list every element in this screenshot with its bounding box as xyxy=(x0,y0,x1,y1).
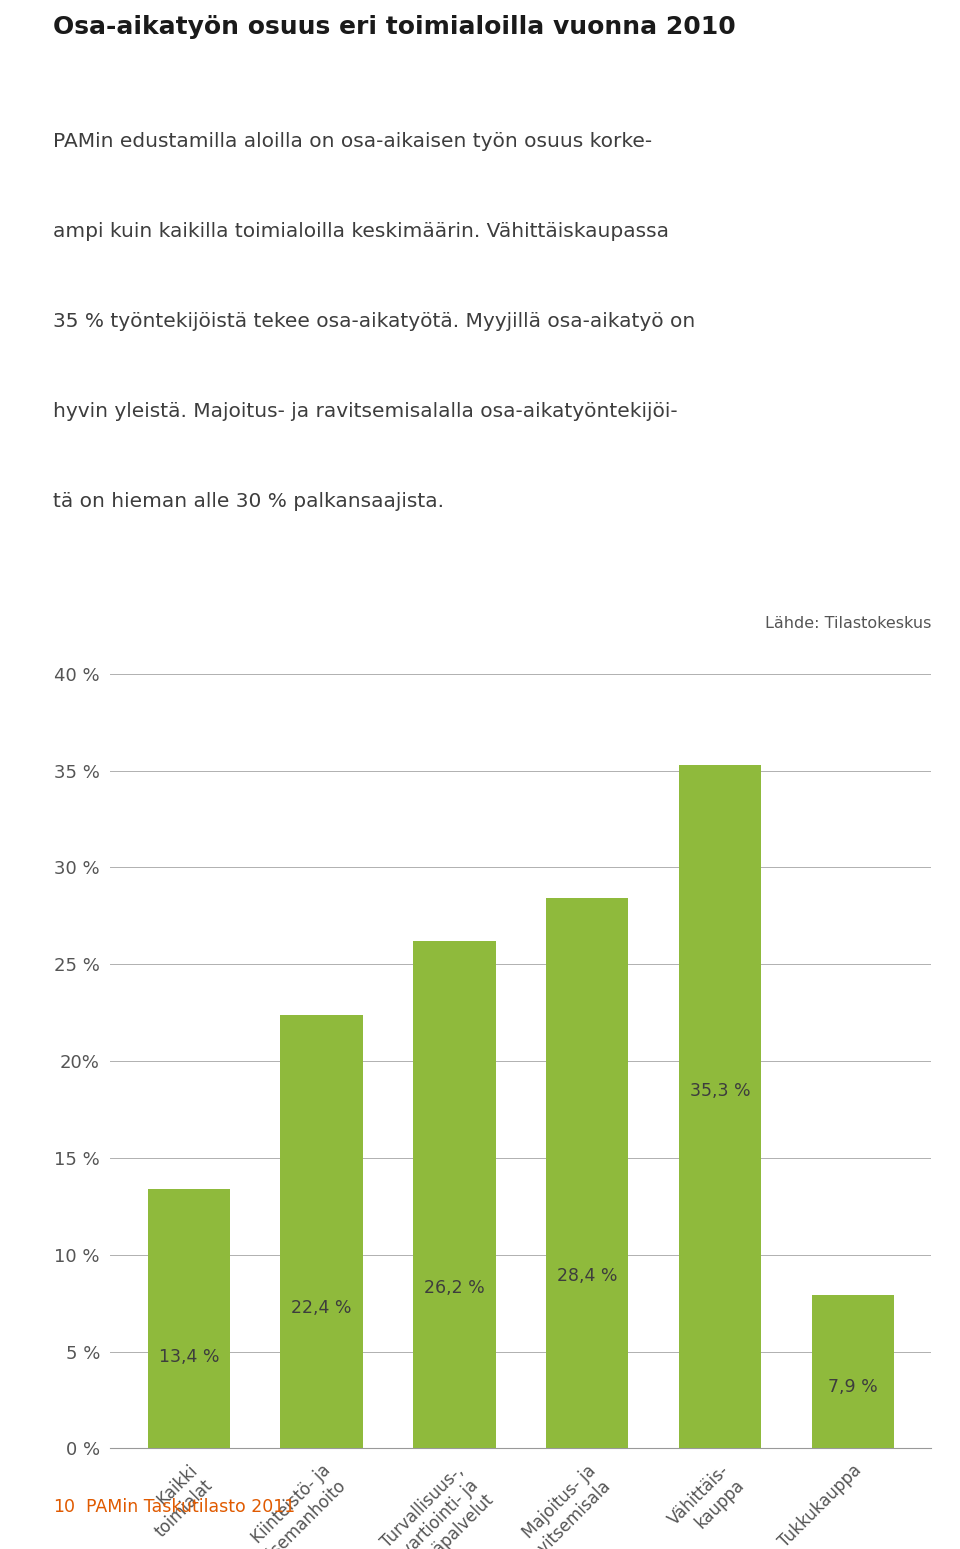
Text: 7,9 %: 7,9 % xyxy=(828,1377,877,1396)
Text: Lähde: Tilastokeskus: Lähde: Tilastokeskus xyxy=(765,617,931,630)
Text: PAMin Taskutilasto 2011: PAMin Taskutilasto 2011 xyxy=(85,1498,295,1516)
Text: 13,4 %: 13,4 % xyxy=(158,1348,219,1366)
Bar xyxy=(148,1190,230,1448)
Bar xyxy=(413,940,495,1448)
Bar xyxy=(811,1295,894,1448)
Text: 26,2 %: 26,2 % xyxy=(424,1278,485,1297)
Bar xyxy=(280,1015,363,1448)
Text: 35,3 %: 35,3 % xyxy=(689,1081,751,1100)
Text: PAMin edustamilla aloilla on osa-aikaisen työn osuus korke-: PAMin edustamilla aloilla on osa-aikaise… xyxy=(53,132,652,150)
Text: 10: 10 xyxy=(53,1498,75,1516)
Text: Osa-aikatyön osuus eri toimialoilla vuonna 2010: Osa-aikatyön osuus eri toimialoilla vuon… xyxy=(53,15,735,39)
Text: 35 % työntekijöistä tekee osa-aikatyötä. Myyjillä osa-aikatyö on: 35 % työntekijöistä tekee osa-aikatyötä.… xyxy=(53,311,695,331)
Text: 28,4 %: 28,4 % xyxy=(557,1267,617,1284)
Text: hyvin yleistä. Majoitus- ja ravitsemisalalla osa-aikatyöntekijöi-: hyvin yleistä. Majoitus- ja ravitsemisal… xyxy=(53,401,678,421)
Text: ampi kuin kaikilla toimialoilla keskimäärin. Vähittäiskaupassa: ampi kuin kaikilla toimialoilla keskimää… xyxy=(53,222,669,240)
Bar xyxy=(546,898,629,1448)
Bar xyxy=(679,765,761,1448)
Text: 22,4 %: 22,4 % xyxy=(292,1300,352,1317)
Text: tä on hieman alle 30 % palkansaajista.: tä on hieman alle 30 % palkansaajista. xyxy=(53,493,444,511)
